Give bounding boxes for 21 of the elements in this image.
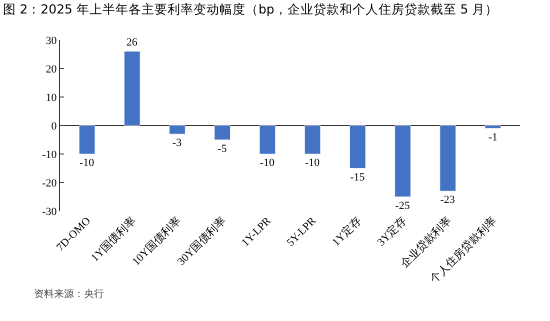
y-tick-label: 10 <box>46 92 58 104</box>
data-label: -10 <box>260 157 276 169</box>
y-tick-label: -30 <box>42 206 58 218</box>
data-label: -15 <box>350 171 366 184</box>
data-label: -25 <box>395 200 410 212</box>
x-tick-label: 3Y定存 <box>374 214 409 249</box>
y-tick-label: -10 <box>42 148 58 161</box>
text: 资料来源：央行 <box>34 288 104 300</box>
data-label: -1 <box>488 131 498 144</box>
data-label: -3 <box>172 137 182 150</box>
y-tick-label: -20 <box>42 177 58 190</box>
data-label: -10 <box>304 157 320 169</box>
y-tick-label: 20 <box>46 63 58 76</box>
x-tick-label: 1Y定存 <box>329 214 364 249</box>
chart-title: 图 2：2025 年上半年各主要利率变动幅度（bp，企业贷款和个人住房贷款截至 5 月） <box>2 2 498 17</box>
data-label: -10 <box>79 157 95 169</box>
y-tick-label: 30 <box>46 34 58 47</box>
data-label: 26 <box>126 36 138 48</box>
data-label: -5 <box>218 142 228 155</box>
data-label: -23 <box>440 194 456 206</box>
y-tick-label: 0 <box>51 120 58 132</box>
